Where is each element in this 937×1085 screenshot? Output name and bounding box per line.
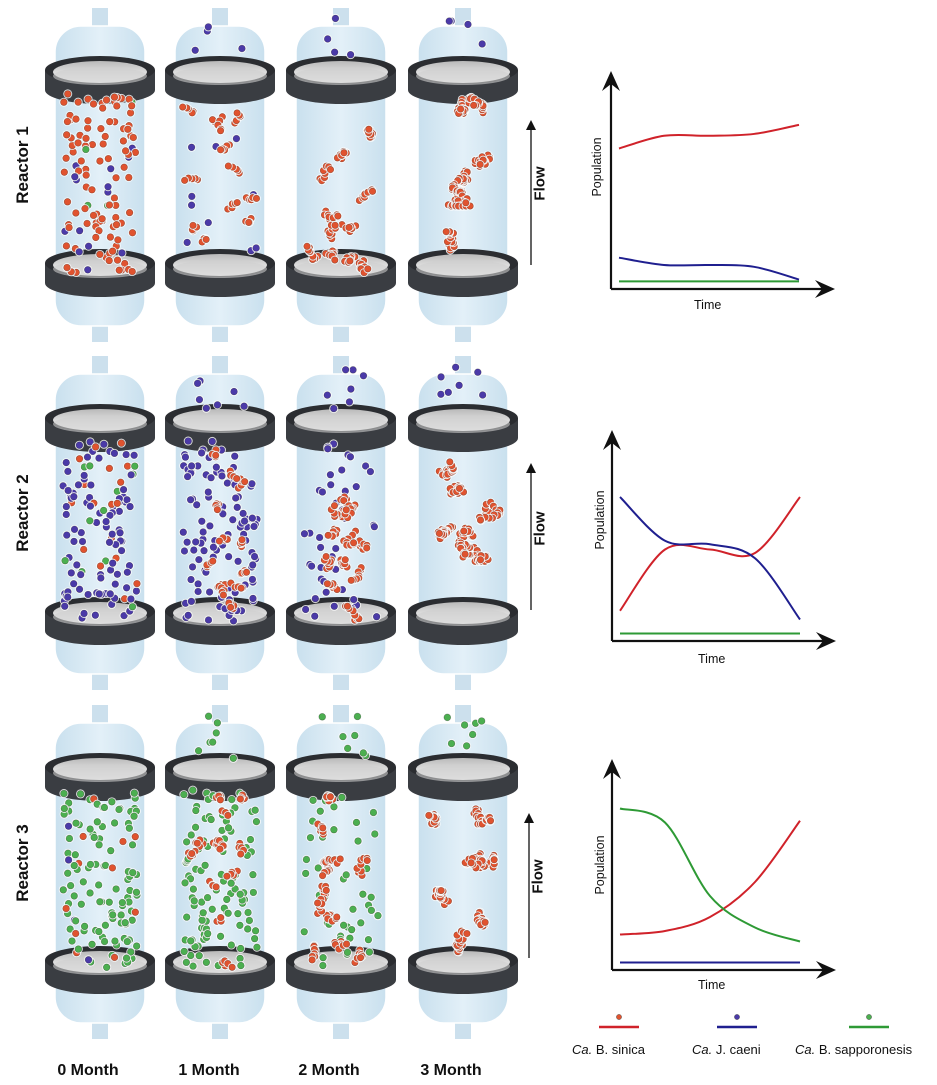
chart-3-xlabel: Time <box>698 978 726 992</box>
reactor-r2-m1 <box>165 356 275 690</box>
population-chart-1 <box>602 71 835 298</box>
y-axis-arrow-icon <box>603 759 621 779</box>
reactor-r3-m2 <box>286 705 396 1039</box>
series-line <box>618 256 800 281</box>
series-line <box>619 496 801 612</box>
population-chart-2 <box>603 430 836 650</box>
legend-prefix: Ca. <box>572 1042 593 1057</box>
chart-1-ylabel: Population <box>590 137 604 197</box>
legend-name: B. sapporonesis <box>818 1042 913 1057</box>
legend-swatch-0 <box>599 1014 639 1029</box>
legend-item-sapporonesis: Ca. B. sapporonesis <box>795 1042 912 1057</box>
legend-swatch-1 <box>717 1014 757 1029</box>
legend-swatch-2 <box>849 1014 889 1029</box>
chart-3-ylabel: Population <box>593 835 607 895</box>
legend-prefix: Ca. <box>795 1042 816 1057</box>
y-axis-arrow-icon <box>603 430 621 450</box>
row-label-reactor-2: Reactor 2 <box>13 474 32 552</box>
reactor-r2-m2 <box>286 356 396 690</box>
legend-item-sinica: Ca. B. sinica <box>572 1042 645 1057</box>
x-axis-arrow-icon <box>815 280 835 298</box>
chart-1-xlabel: Time <box>694 298 722 312</box>
legend-prefix: Ca. <box>692 1042 713 1057</box>
x-axis-arrow-icon <box>816 961 836 979</box>
chart-2-ylabel: Population <box>593 490 607 550</box>
legend-item-caeni: Ca. J. caeni <box>692 1042 761 1057</box>
series-line <box>619 807 801 943</box>
column-label-0-month: 0 Month <box>57 1062 119 1079</box>
x-axis-arrow-icon <box>816 632 836 650</box>
reactor-r1-m2 <box>286 8 396 342</box>
series-line <box>619 496 801 621</box>
legend-name: B. sinica <box>595 1042 645 1057</box>
row-label-reactor-3: Reactor 3 <box>13 824 32 902</box>
population-chart-3 <box>603 759 836 979</box>
y-axis-arrow-icon <box>602 71 620 91</box>
reactor-r2-m0 <box>45 356 155 690</box>
column-label-3-month: 3 Month <box>420 1062 482 1079</box>
row-label-reactor-1: Reactor 1 <box>13 126 32 204</box>
reactor-r3-m3 <box>408 705 518 1039</box>
series-line <box>619 820 801 936</box>
reactor-r3-m0 <box>45 705 155 1039</box>
legend-name: J. caeni <box>715 1042 761 1057</box>
reactor-r1-m0 <box>45 8 155 342</box>
column-label-1-month: 1 Month <box>178 1062 240 1079</box>
series-line <box>618 123 800 150</box>
column-label-2-month: 2 Month <box>298 1062 360 1079</box>
reactor-r1-m3 <box>408 8 518 342</box>
reactor-r1-m1 <box>165 8 275 342</box>
flow-label-1: Flow <box>531 166 549 201</box>
flow-label-3: Flow <box>529 859 547 894</box>
reactor-r2-m3 <box>408 356 518 690</box>
reactor-r3-m1 <box>165 705 275 1039</box>
flow-label-2: Flow <box>531 511 549 546</box>
chart-2-xlabel: Time <box>698 652 726 666</box>
